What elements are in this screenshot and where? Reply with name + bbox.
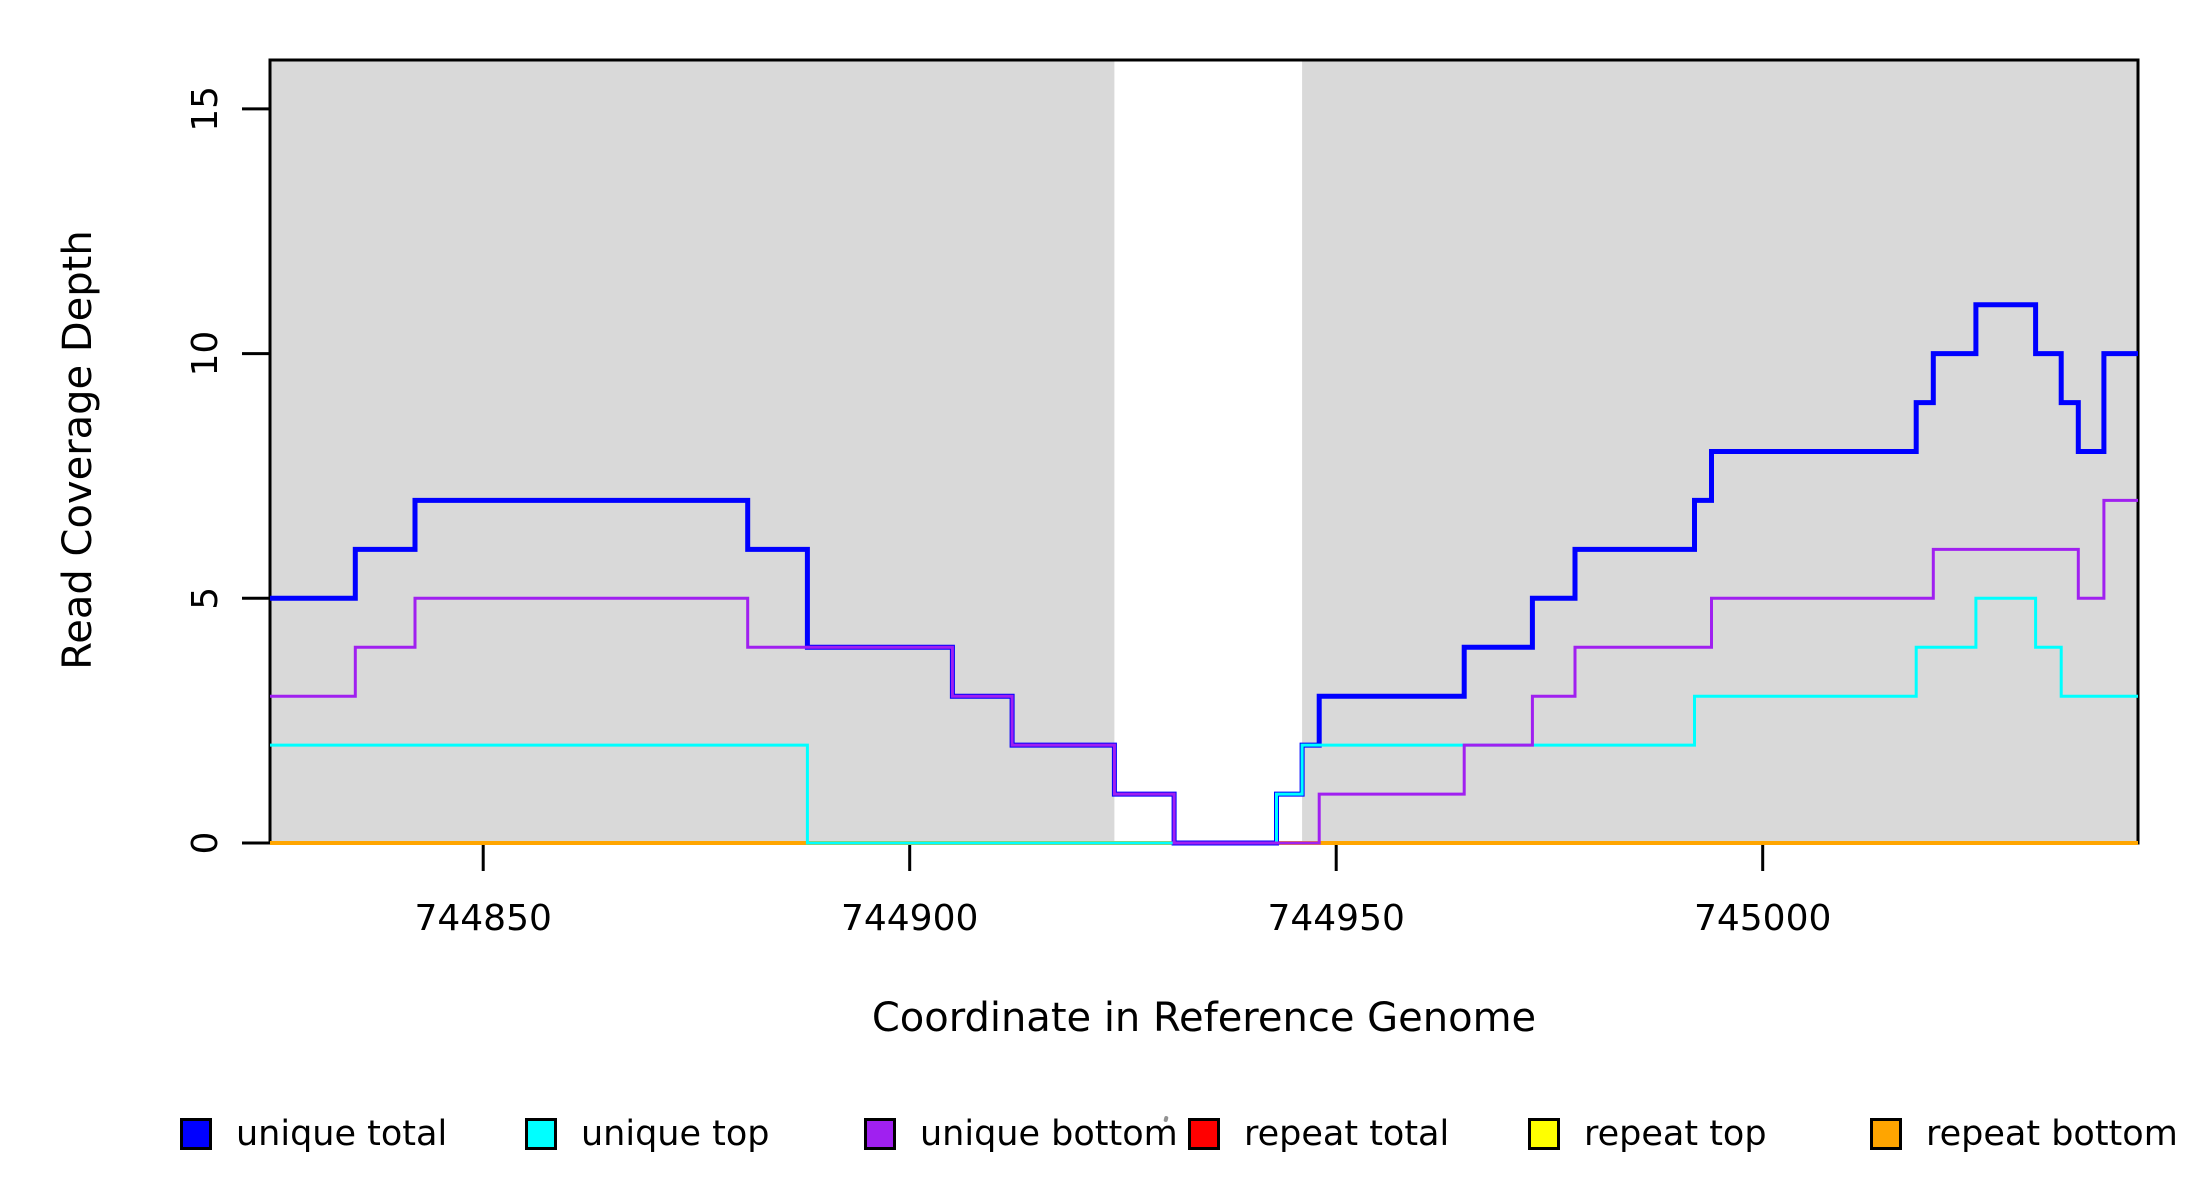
legend-item-unique-bottom: unique bottom bbox=[864, 1114, 1178, 1154]
x-tick-label: 745000 bbox=[1694, 898, 1831, 939]
legend-label-unique-total: unique total bbox=[236, 1114, 448, 1154]
y-axis-title-text: Read Coverage Depth bbox=[55, 230, 101, 670]
legend-swatch-repeat-total bbox=[1188, 1118, 1220, 1150]
legend-swatch-unique-bottom bbox=[864, 1118, 896, 1150]
legend-swatch-repeat-bottom bbox=[1870, 1118, 1902, 1150]
legend-item-repeat-bottom: repeat bottom bbox=[1870, 1114, 2178, 1154]
x-axis-title: Coordinate in Reference Genome bbox=[871, 995, 1537, 1041]
legend-item-unique-top: unique top bbox=[525, 1114, 770, 1154]
y-tick-label: 10 bbox=[185, 331, 226, 377]
series-unique-bottom bbox=[270, 498, 2138, 845]
legend-swatch-unique-top bbox=[525, 1118, 557, 1150]
x-tick-label: 744950 bbox=[1267, 898, 1404, 939]
legend-swatch-unique-total bbox=[180, 1118, 212, 1150]
shaded-region bbox=[270, 60, 1115, 843]
legend-label-repeat-total: repeat total bbox=[1244, 1114, 1450, 1154]
legend-label-unique-bottom: unique bottom bbox=[920, 1114, 1178, 1154]
y-tick-label: 0 bbox=[185, 832, 226, 855]
series-unique-total bbox=[270, 302, 2138, 846]
y-tick-label: 15 bbox=[185, 86, 226, 132]
legend-item-repeat-total: repeat total bbox=[1188, 1114, 1450, 1154]
legend-swatch-repeat-top bbox=[1528, 1118, 1560, 1150]
legend-label-repeat-top: repeat top bbox=[1584, 1114, 1767, 1154]
legend-item-repeat-top: repeat top bbox=[1528, 1114, 1767, 1154]
x-tick-label: 744850 bbox=[414, 898, 551, 939]
legend-label-repeat-bottom: repeat bottom bbox=[1926, 1114, 2178, 1154]
y-tick-label: 5 bbox=[185, 587, 226, 610]
x-tick-label: 744900 bbox=[841, 898, 978, 939]
legend-label-unique-top: unique top bbox=[581, 1114, 770, 1154]
legend-item-unique-total: unique total bbox=[180, 1114, 448, 1154]
